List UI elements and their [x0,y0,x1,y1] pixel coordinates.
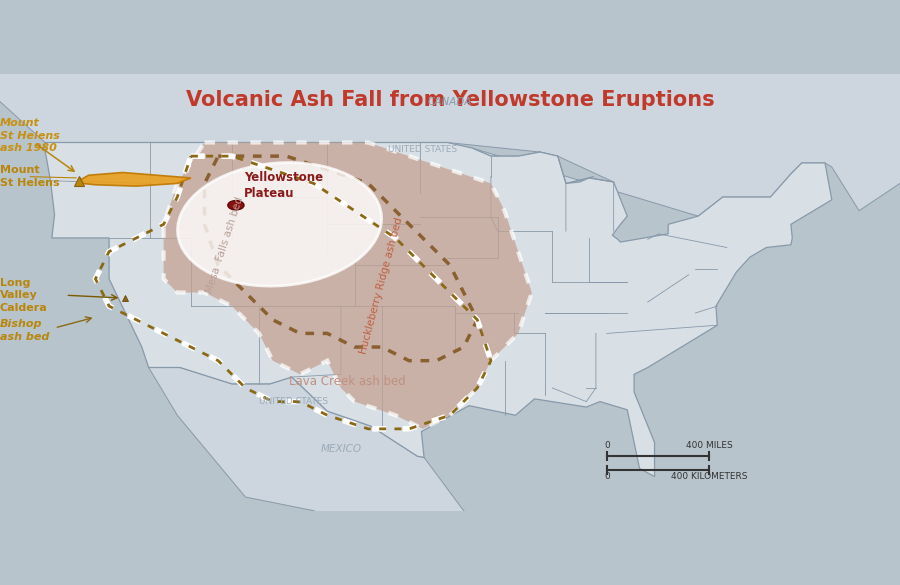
Text: Lava Creek ash bed: Lava Creek ash bed [290,374,406,388]
Text: 400 KILOMETERS: 400 KILOMETERS [670,472,747,481]
Text: Mount
St Helens: Mount St Helens [0,166,59,188]
Text: Mount
St Helens
ash 1980: Mount St Helens ash 1980 [0,118,60,153]
Text: CANADA: CANADA [428,97,473,106]
Text: Yellowstone
Plateau: Yellowstone Plateau [244,171,323,199]
Polygon shape [0,0,900,216]
Polygon shape [45,143,832,477]
Text: Mesa  Falls ash bed: Mesa Falls ash bed [204,195,246,294]
Text: Long
Valley
Caldera: Long Valley Caldera [0,278,48,312]
Text: UNITED STATES: UNITED STATES [388,145,457,154]
Text: 0: 0 [604,441,609,450]
Text: Volcanic Ash Fall from Yellowstone Eruptions: Volcanic Ash Fall from Yellowstone Erupt… [185,90,715,109]
Polygon shape [148,367,696,585]
Text: Bishop
ash bed: Bishop ash bed [0,319,50,342]
Polygon shape [164,143,532,429]
Text: 0: 0 [604,472,609,481]
Text: 400 MILES: 400 MILES [686,441,733,450]
Text: UNITED STATES: UNITED STATES [258,397,328,406]
Ellipse shape [228,201,244,210]
Text: Huckleberry Ridge ash bed: Huckleberry Ridge ash bed [359,216,405,355]
Polygon shape [79,173,191,186]
Text: MEXICO: MEXICO [320,445,362,455]
Ellipse shape [177,163,382,286]
